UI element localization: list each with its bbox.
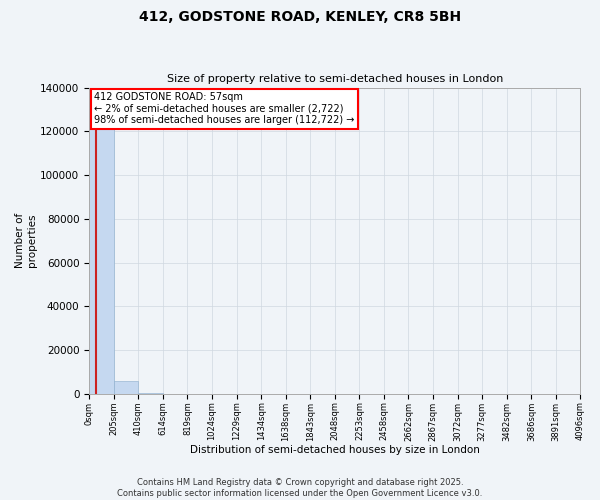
Text: Contains HM Land Registry data © Crown copyright and database right 2025.
Contai: Contains HM Land Registry data © Crown c…: [118, 478, 482, 498]
Bar: [139, 392, 163, 394]
Text: 412, GODSTONE ROAD, KENLEY, CR8 5BH: 412, GODSTONE ROAD, KENLEY, CR8 5BH: [139, 10, 461, 24]
Text: 412 GODSTONE ROAD: 57sqm
← 2% of semi-detached houses are smaller (2,722)
98% of: 412 GODSTONE ROAD: 57sqm ← 2% of semi-de…: [94, 92, 355, 126]
X-axis label: Distribution of semi-detached houses by size in London: Distribution of semi-detached houses by …: [190, 445, 480, 455]
Bar: [114, 380, 139, 394]
Title: Size of property relative to semi-detached houses in London: Size of property relative to semi-detach…: [167, 74, 503, 84]
Bar: [89, 110, 114, 394]
Y-axis label: Number of
properties: Number of properties: [15, 213, 37, 268]
